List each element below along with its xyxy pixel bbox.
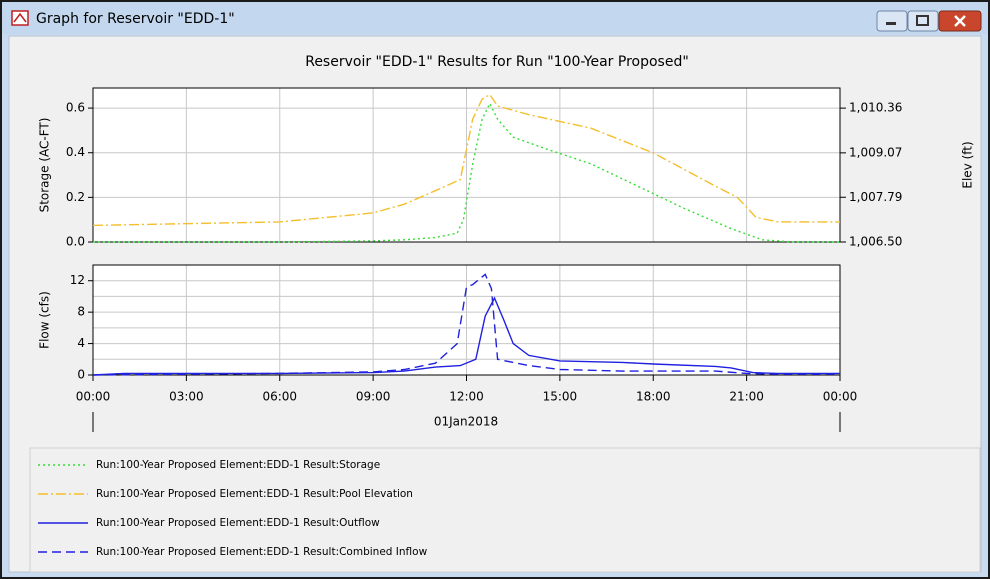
y-tick-label: 0.6 <box>66 101 85 115</box>
x-tick-label: 00:00 <box>76 390 111 404</box>
y-tick-label: 0.2 <box>66 190 85 204</box>
x-tick-label: 21:00 <box>729 390 764 404</box>
y2-axis-label: Elev (ft) <box>961 141 975 188</box>
y-tick-label: 0.0 <box>66 235 85 249</box>
legend-label: Run:100-Year Proposed Element:EDD-1 Resu… <box>96 459 380 471</box>
y2-tick-label: 1,009.07 <box>849 145 902 159</box>
series-line <box>92 296 840 376</box>
window-title: Graph for Reservoir "EDD-1" <box>36 11 235 27</box>
x-tick-label: 18:00 <box>636 390 671 404</box>
y-tick-label: 0.4 <box>66 145 85 159</box>
legend-label: Run:100-Year Proposed Element:EDD-1 Resu… <box>96 546 428 558</box>
y-tick-label: 0 <box>77 368 85 382</box>
y-tick-label: 8 <box>77 305 85 319</box>
minimize-button[interactable] <box>876 10 908 32</box>
x-tick-label: 15:00 <box>543 390 578 404</box>
series-line <box>92 93 840 227</box>
series-line <box>93 102 840 243</box>
title-bar <box>2 2 988 34</box>
y2-tick-label: 1,010.36 <box>849 101 902 115</box>
chart-title: Reservoir "EDD-1" Results for Run "100-Y… <box>305 54 689 70</box>
y2-tick-label: 1,006.50 <box>849 235 902 249</box>
plot-frame <box>92 87 841 243</box>
x-tick-label: 09:00 <box>356 390 391 404</box>
maximize-button[interactable] <box>907 10 939 32</box>
app-icon <box>11 10 29 26</box>
legend-box <box>29 447 981 573</box>
y-tick-label: 12 <box>70 273 85 287</box>
series-line <box>92 273 840 376</box>
x-axis-label: 01Jan2018 <box>434 415 498 429</box>
close-button[interactable] <box>938 10 982 32</box>
x-tick-label: 06:00 <box>262 390 297 404</box>
x-tick-label: 12:00 <box>449 390 484 404</box>
y-tick-label: 4 <box>77 336 85 350</box>
y-axis-label: Flow (cfs) <box>38 291 52 349</box>
x-tick-label: 03:00 <box>169 390 204 404</box>
y-axis-label: Storage (AC-FT) <box>38 118 52 213</box>
x-tick-label: 00:00 <box>823 390 858 404</box>
legend-label: Run:100-Year Proposed Element:EDD-1 Resu… <box>96 488 413 500</box>
legend-label: Run:100-Year Proposed Element:EDD-1 Resu… <box>96 517 380 529</box>
y2-tick-label: 1,007.79 <box>849 190 902 204</box>
plot-frame <box>92 264 841 376</box>
